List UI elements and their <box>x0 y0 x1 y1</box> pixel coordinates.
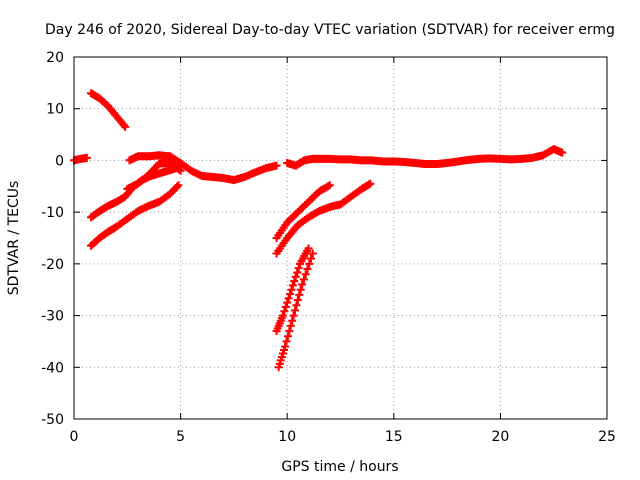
data-point <box>272 161 281 170</box>
data-point-interp <box>295 290 304 299</box>
data-point-interp <box>288 316 297 325</box>
data-point-interp <box>292 301 301 310</box>
data-point-interp <box>281 302 290 311</box>
y-tick-label: 0 <box>55 153 64 169</box>
data-point-interp <box>280 307 289 316</box>
data-point-interp <box>305 259 314 268</box>
x-tick-label: 20 <box>491 429 509 445</box>
plot-frame <box>73 56 608 420</box>
data-point-interp <box>307 254 316 263</box>
data-point <box>298 280 307 289</box>
data-point <box>558 148 567 157</box>
y-tick-label: -30 <box>41 309 64 325</box>
data-point <box>278 311 287 320</box>
data-point-interp <box>284 294 293 303</box>
x-tick-label: 0 <box>70 429 79 445</box>
data-point-interp <box>286 321 295 330</box>
y-tick-label: 10 <box>46 102 64 118</box>
data-point-interp <box>286 290 295 299</box>
data-point-interp <box>293 296 302 305</box>
data-point <box>366 179 375 188</box>
data-point <box>121 122 130 131</box>
data-point-interp <box>282 337 291 346</box>
data-point <box>308 249 317 258</box>
y-tick-label: -20 <box>41 257 64 273</box>
data-point <box>174 181 183 190</box>
x-tick-label: 10 <box>278 429 296 445</box>
data-point-interp <box>290 277 299 286</box>
data-point <box>325 181 334 190</box>
data-point <box>176 166 185 175</box>
data-point <box>82 153 91 162</box>
x-tick-label: 15 <box>385 429 403 445</box>
tick-labels: 0 5 10 15 20 25 -50 -40 -30 -20 -10 0 10 20 <box>41 50 616 445</box>
data-point-interp <box>291 306 300 315</box>
x-tick-label: 25 <box>598 429 616 445</box>
x-axis-label: GPS time / hours <box>281 459 398 475</box>
x-tick-label: 5 <box>176 429 185 445</box>
y-tick-label: -40 <box>41 360 64 376</box>
y-tick-label: 20 <box>46 50 64 66</box>
data-point-interp <box>291 272 300 281</box>
data-points <box>70 89 567 372</box>
data-point-interp <box>283 332 292 341</box>
data-point-interp <box>285 327 294 336</box>
y-tick-label: -50 <box>41 412 64 428</box>
y-axis-label: SDTVAR / TECUs <box>6 181 22 296</box>
data-point-interp <box>296 285 305 294</box>
data-point-interp <box>301 270 310 279</box>
data-point-interp <box>288 281 297 290</box>
data-point <box>281 342 290 351</box>
y-tick-label: -10 <box>41 205 64 221</box>
data-point <box>304 244 313 253</box>
data-point-interp <box>293 268 302 277</box>
data-point-interp <box>283 298 292 307</box>
chart-title: Day 246 of 2020, Sidereal Day-to-day VTE… <box>45 22 615 38</box>
data-point-interp <box>173 182 182 191</box>
data-point <box>287 285 296 294</box>
data-point-interp <box>303 265 312 274</box>
data-point-interp <box>299 275 308 284</box>
data-point-interp <box>294 264 303 273</box>
data-point <box>289 311 298 320</box>
